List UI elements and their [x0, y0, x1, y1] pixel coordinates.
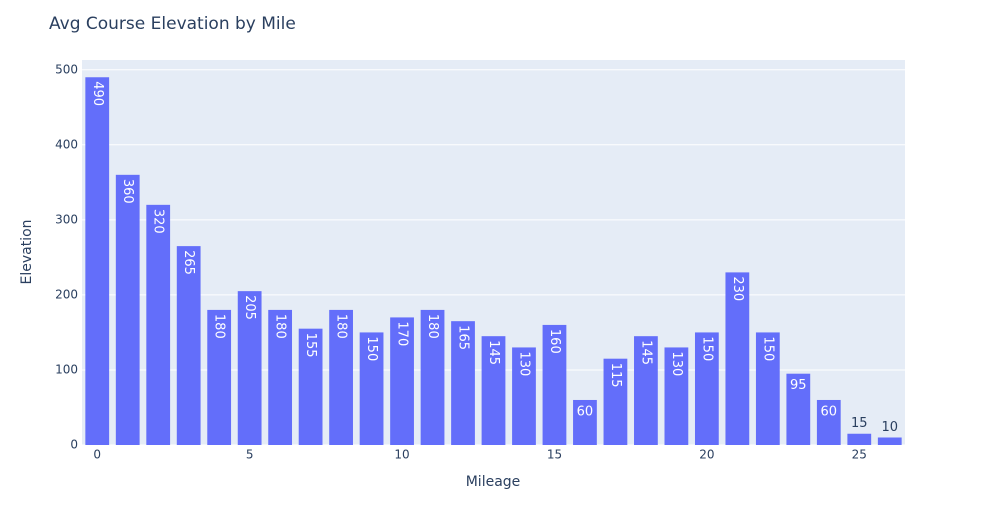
- y-tick-label: 0: [70, 438, 78, 452]
- value-label: 155: [303, 333, 318, 358]
- bar: [451, 321, 475, 445]
- bar: [481, 336, 506, 445]
- y-axis-title: Elevation: [19, 219, 35, 284]
- value-label: 60: [577, 404, 594, 419]
- value-label: 170: [395, 321, 410, 346]
- bar: [176, 246, 201, 445]
- bar: [207, 309, 232, 445]
- x-tick-label: 15: [547, 448, 562, 462]
- value-label: 145: [638, 340, 653, 365]
- y-tick-label: 400: [55, 137, 78, 151]
- bar: [603, 358, 628, 445]
- bar: [786, 373, 811, 445]
- value-label: 180: [212, 314, 227, 339]
- value-label: 180: [334, 314, 349, 339]
- value-label: 490: [90, 81, 105, 106]
- bar: [390, 317, 414, 445]
- bar: [85, 77, 110, 446]
- bar: [268, 309, 293, 445]
- bar: [359, 332, 384, 445]
- bar: [420, 309, 445, 445]
- value-label: 165: [456, 325, 471, 350]
- value-label: 150: [364, 336, 379, 361]
- y-tick-label: 200: [55, 287, 78, 301]
- value-label: 130: [516, 351, 531, 376]
- chart-title: Avg Course Elevation by Mile: [49, 14, 296, 34]
- y-tick-label: 300: [55, 212, 78, 226]
- bar: [146, 204, 171, 445]
- value-label: 95: [790, 378, 807, 393]
- value-label: 205: [242, 295, 257, 320]
- bar: [847, 433, 872, 445]
- bar: [755, 332, 780, 445]
- value-label: 230: [730, 276, 745, 301]
- x-tick-label: 0: [93, 448, 101, 462]
- x-tick-label: 25: [852, 448, 867, 462]
- value-label: 150: [699, 336, 714, 361]
- value-label: 180: [425, 314, 440, 339]
- value-label: 265: [181, 250, 196, 275]
- value-label: 15: [851, 416, 868, 431]
- bar: [664, 347, 689, 445]
- value-label: 160: [547, 329, 562, 354]
- value-label: 115: [608, 363, 623, 388]
- value-label: 145: [486, 340, 501, 365]
- value-label: 10: [881, 420, 898, 435]
- y-tick-label: 100: [55, 362, 78, 376]
- bar: [694, 332, 719, 445]
- bar: [725, 272, 750, 445]
- bar: [542, 324, 567, 445]
- bar: [877, 437, 902, 445]
- x-tick-label: 10: [394, 448, 409, 462]
- bar: [634, 336, 658, 445]
- y-tick-label: 500: [55, 62, 78, 76]
- value-label: 130: [669, 351, 684, 376]
- bar: [115, 174, 140, 445]
- x-tick-label: 20: [699, 448, 714, 462]
- value-label: 180: [273, 314, 288, 339]
- value-label: 60: [821, 404, 838, 419]
- bar: [512, 347, 536, 445]
- value-label: 320: [151, 209, 166, 234]
- value-label: 360: [120, 179, 135, 204]
- x-axis-title: Mileage: [466, 474, 521, 490]
- bar: [816, 399, 841, 445]
- bar: [237, 291, 262, 445]
- bar: [329, 309, 353, 445]
- bar: [573, 399, 597, 445]
- bar: [298, 328, 323, 445]
- x-tick-label: 5: [246, 448, 254, 462]
- value-label: 150: [760, 336, 775, 361]
